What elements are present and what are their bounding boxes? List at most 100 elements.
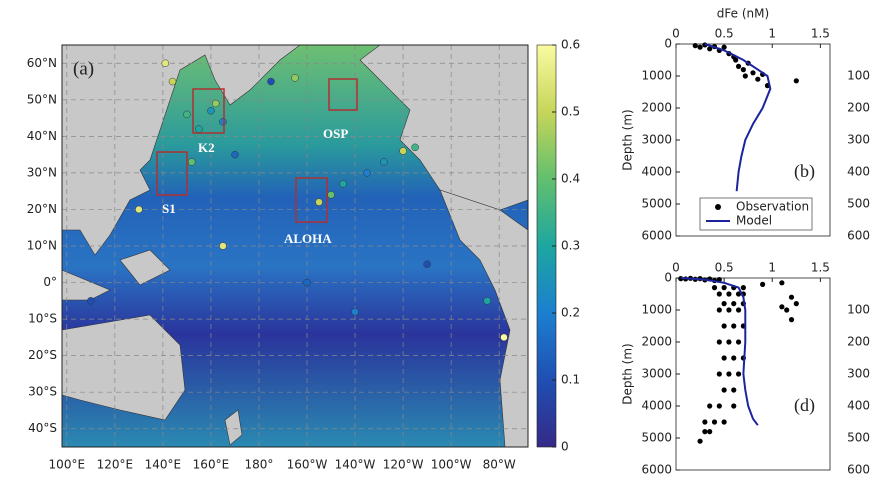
station — [187, 158, 196, 166]
y-tick-label: 50°N — [27, 92, 57, 106]
x-tick-label: 1.5 — [811, 27, 830, 41]
annotation: K2 — [198, 140, 215, 155]
observation-point — [726, 339, 732, 345]
y-tick-label: 3000 — [641, 133, 672, 147]
station — [219, 117, 227, 126]
station — [267, 77, 275, 86]
y-tick-label: 10°N — [27, 239, 57, 253]
panel-label: (d) — [794, 395, 815, 416]
observation-point — [731, 387, 737, 393]
observation-point — [721, 301, 727, 307]
observation-point — [721, 419, 727, 425]
x-tick-label: 140°W — [335, 458, 376, 472]
model-line — [680, 277, 759, 426]
land-islands — [119, 249, 171, 286]
y-tick-label: 100 — [847, 69, 870, 83]
observation-point — [788, 294, 795, 300]
y-tick-label: 400 — [847, 399, 870, 413]
y-tick-label: 200 — [847, 335, 870, 349]
x-tick-label: 80°W — [483, 458, 516, 472]
station — [363, 169, 371, 177]
observation-point — [740, 67, 746, 73]
x-tick-label: 100°E — [49, 458, 86, 472]
observation-point — [697, 438, 703, 444]
station — [161, 59, 170, 68]
observation-point — [721, 387, 727, 393]
x-tick-label: 160°W — [287, 458, 328, 472]
legend-swatch — [715, 204, 721, 210]
observation-point — [707, 429, 713, 435]
observation-point — [721, 323, 727, 329]
region-box — [328, 78, 358, 111]
observation-point — [760, 281, 766, 287]
land-north-america — [359, 45, 528, 211]
observation-point — [692, 43, 698, 49]
observation-point — [707, 403, 713, 409]
y-tick-label: 20°N — [27, 202, 57, 216]
observation-point — [711, 419, 718, 425]
x-tick-label: 100°W — [431, 458, 472, 472]
observation-point — [707, 46, 713, 52]
y-tick-label: 0 — [664, 271, 672, 285]
x-tick-label: 1 — [768, 261, 776, 275]
x-tick-label: 0.5 — [715, 261, 734, 275]
map-marks — [62, 45, 528, 447]
observation-point — [779, 280, 785, 286]
observation-point — [784, 307, 790, 313]
colorbar-tick-label: 0.4 — [561, 172, 580, 186]
x-tick-label: 120°E — [97, 458, 134, 472]
observation-point — [726, 291, 732, 297]
station — [351, 308, 359, 316]
panel-label: (a) — [73, 58, 94, 79]
station — [87, 297, 95, 305]
observation-point — [779, 304, 785, 310]
observation-point — [726, 371, 732, 377]
land-south-america — [439, 189, 528, 447]
x-tick-label: 0 — [672, 261, 680, 275]
colorbar-tick-label: 0.6 — [561, 38, 580, 52]
observation-point — [755, 76, 761, 82]
x-tick-label: 140°E — [145, 458, 182, 472]
y-tick-label: 300 — [847, 133, 870, 147]
station — [483, 297, 491, 305]
y-tick-label: 5000 — [641, 197, 672, 211]
y-tick-label: 0 — [664, 37, 672, 51]
y-tick-label: 4000 — [641, 165, 672, 179]
x-tick-label: 1.5 — [811, 261, 830, 275]
y-tick-label: 10°S — [28, 312, 57, 326]
observation-point — [731, 403, 737, 409]
y-tick-label: 30°S — [28, 385, 57, 399]
x-tick-label: 160°E — [193, 458, 230, 472]
observation-point — [726, 307, 732, 313]
y-tick-label: 1000 — [641, 303, 672, 317]
observation-point — [733, 57, 739, 63]
legend-label: Model — [736, 214, 772, 228]
observation-point — [731, 323, 737, 329]
station — [231, 150, 239, 159]
observation-point — [716, 339, 722, 345]
observation-point — [721, 285, 727, 291]
y-tick-label: 2000 — [641, 101, 672, 115]
station — [291, 74, 299, 82]
y-tick-label: 2000 — [641, 335, 672, 349]
observation-point — [731, 355, 737, 361]
y-tick-label: 5000 — [641, 431, 672, 445]
observation-point — [735, 371, 742, 377]
observation-point — [731, 301, 737, 307]
land-asia — [62, 45, 301, 256]
land-new-zealand — [224, 409, 243, 446]
observation-point — [793, 78, 799, 84]
colorbar-tick-label: 0.5 — [561, 105, 580, 119]
observation-point — [697, 44, 703, 50]
map-frame — [61, 44, 529, 448]
y-tick-label: 600 — [847, 463, 870, 477]
colorbar-tick-label: 0.1 — [561, 373, 580, 387]
y-tick-label: 40°S — [28, 421, 57, 435]
observation-point — [716, 403, 722, 409]
y-tick-label: 200 — [847, 101, 870, 115]
station — [303, 278, 311, 287]
observation-point — [716, 307, 722, 313]
observation-point — [716, 371, 722, 377]
region-box — [192, 88, 225, 134]
